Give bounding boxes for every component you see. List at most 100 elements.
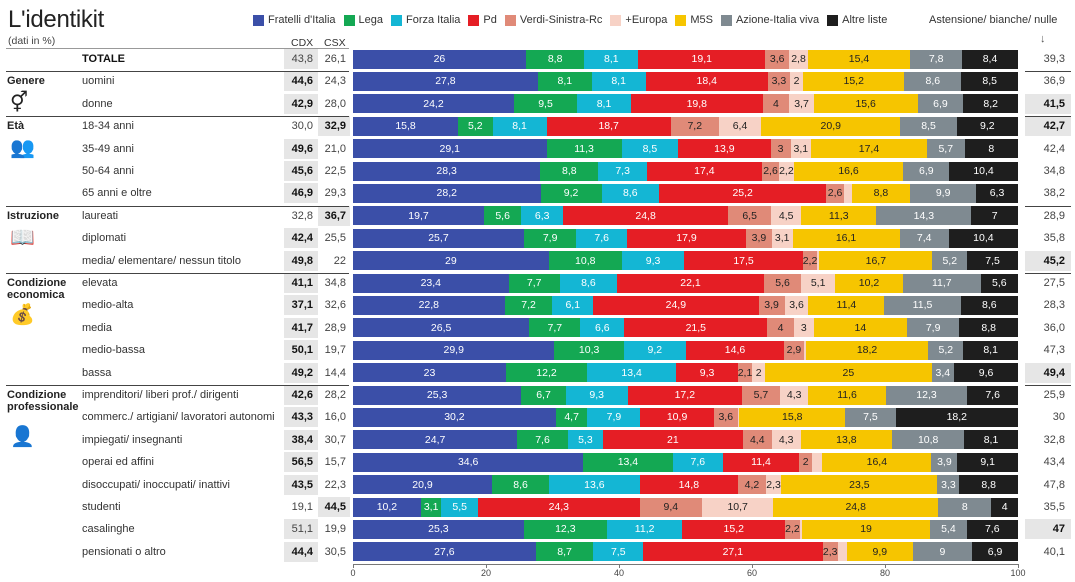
stacked-bar: 20,9 8,6 13,6 14,8 4,2 2,3 23,5 3,3 8,8 (353, 475, 1018, 495)
bar-segment: 4,2 (738, 475, 766, 495)
csx-value: 32,6 (324, 299, 346, 312)
legend-swatch (675, 14, 687, 26)
bar-segment: 16,6 (793, 161, 904, 181)
abstention-value: 28,3 (1043, 299, 1065, 312)
bar-segment: 28,3 (353, 161, 541, 181)
bar-segment: 4 (762, 94, 790, 114)
cdx-cell-bg (284, 317, 318, 338)
abstention-value: 35,5 (1043, 501, 1065, 513)
cdx-value: 50,1 (291, 344, 313, 357)
bar-segment: 10,9 (640, 407, 714, 427)
bar-segment (803, 340, 806, 360)
bar-segment: 17,2 (627, 385, 742, 405)
stacked-bar: 24,2 9,5 8,1 19,8 4 3,7 15,6 6,9 8,2 (353, 94, 1018, 114)
bar-segment: 8,5 (621, 139, 679, 159)
bar-segment: 8,1 (492, 116, 547, 136)
x-axis-tick-label: 20 (480, 568, 492, 578)
legend-swatch (391, 14, 402, 26)
cdx-value: 41,7 (291, 321, 313, 334)
cdx-value: 49,8 (291, 254, 313, 267)
row-label: medio-alta (82, 299, 134, 312)
cdx-cell-bg (284, 71, 318, 92)
bar-segment: 3,3 (937, 475, 960, 495)
abstention-value: 28,9 (1043, 209, 1065, 222)
bar-segment: 2,2 (779, 161, 794, 181)
csx-value: 30,7 (324, 433, 346, 446)
group-separator (6, 71, 349, 73)
legend-label: Fratelli d'Italia (268, 14, 336, 26)
row-label: 35-49 anni (82, 142, 134, 155)
bar-segment: 11,2 (606, 519, 683, 539)
stacked-bar: 29 10,8 9,3 17,5 2,2 16,7 5,2 7,5 (353, 251, 1018, 271)
bar-segment: 8,1 (584, 49, 639, 69)
row-label: disoccupati/ inoccupati/ inattivi (82, 478, 230, 491)
cdx-value: 45,6 (291, 165, 313, 177)
abstention-value: 35,8 (1043, 232, 1065, 245)
bar-segment: 6,3 (521, 206, 564, 226)
row-label: pensionati o altro (82, 545, 166, 558)
bar-segment: 8 (938, 497, 992, 517)
bar-segment: 29,1 (353, 139, 547, 159)
bar-segment: 6,9 (972, 542, 1018, 562)
bar-segment: 7,9 (523, 228, 577, 248)
bar-segment: 14,8 (639, 475, 739, 495)
csx-value: 32,9 (324, 120, 346, 133)
legend-item: Azione-Italia viva (720, 14, 819, 26)
cdx-cell-bg (284, 519, 318, 540)
stacked-bar: 28,3 8,8 7,3 17,4 2,6 2,2 16,6 6,9 10,4 (353, 161, 1018, 181)
bar-segment: 3 (770, 139, 791, 159)
stacked-bar: 25,7 7,9 7,6 17,9 3,9 3,1 16,1 7,4 10,4 (353, 228, 1018, 248)
legend-swatch (343, 14, 355, 26)
bar-segment: 15,2 (803, 71, 905, 91)
stacked-bar: 27,8 8,1 8,1 18,4 3,3 2 15,2 8,6 8,5 (353, 71, 1018, 91)
bar-segment: 8,6 (960, 295, 1018, 315)
stacked-bar: 28,2 9,2 8,6 25,2 2,6 8,8 9,9 6,3 (353, 183, 1018, 203)
bar-segment: 15,2 (682, 519, 786, 539)
csx-value: 22,3 (324, 478, 346, 491)
bar-segment: 9,1 (957, 452, 1018, 472)
abstention-value: 25,9 (1043, 389, 1065, 401)
bar-segment: 8,8 (851, 183, 911, 203)
bar-segment: 3,3 (767, 71, 790, 91)
row-label: operai ed affini (82, 456, 154, 469)
x-axis-tick (619, 564, 620, 568)
abstention-header: Astensione/ bianche/ nulle (929, 14, 1058, 26)
row-label: impiegati/ insegnanti (82, 433, 183, 446)
bar-segment: 10,4 (948, 228, 1018, 248)
cdx-value: 19,1 (291, 501, 313, 513)
cdx-cell-bg (284, 340, 318, 361)
bar-segment: 17,4 (646, 161, 762, 181)
cdx-value: 51,1 (291, 523, 313, 536)
bar-segment: 3,1 (420, 497, 442, 517)
bar-segment: 25,2 (658, 183, 827, 203)
bar-segment: 18,4 (645, 71, 768, 91)
abstention-value: 34,8 (1043, 165, 1065, 177)
bar-segment: 6,3 (976, 183, 1018, 203)
abstention-value: 47,3 (1043, 344, 1065, 357)
stacked-bar: 15,8 5,2 8,1 18,7 7,2 6,4 20,9 8,5 9,2 (353, 116, 1018, 136)
bar-segment: 25,3 (353, 519, 524, 539)
csx-value: 19,7 (324, 344, 346, 357)
bar-segment: 2,2 (785, 519, 800, 539)
bar-segment: 20,9 (353, 475, 492, 495)
bar-segment: 7,6 (967, 385, 1018, 405)
cdx-cell-bg (284, 362, 318, 383)
bar-segment: 24,2 (353, 94, 514, 114)
bar-segment: 7,6 (672, 452, 724, 472)
bar-segment: 5,1 (801, 273, 836, 293)
bar-segment: 7,3 (598, 161, 647, 181)
cdx-cell-bg (284, 407, 318, 428)
bar-segment: 3,1 (790, 139, 812, 159)
cdx-value: 56,5 (291, 456, 313, 469)
cdx-value: 46,9 (291, 187, 313, 200)
cdx-value: 32,8 (291, 209, 313, 222)
x-axis-tick (885, 564, 886, 568)
bar-segment: 5,3 (567, 430, 604, 450)
bar-segment: 9,9 (910, 183, 977, 203)
legend-item: Pd (468, 14, 497, 26)
bar-segment: 9,4 (639, 497, 703, 517)
bar-segment: 12,2 (505, 363, 588, 383)
bar-segment: 10,8 (548, 251, 622, 271)
bar-segment: 3,9 (931, 452, 958, 472)
abstention-separator (1025, 116, 1071, 118)
